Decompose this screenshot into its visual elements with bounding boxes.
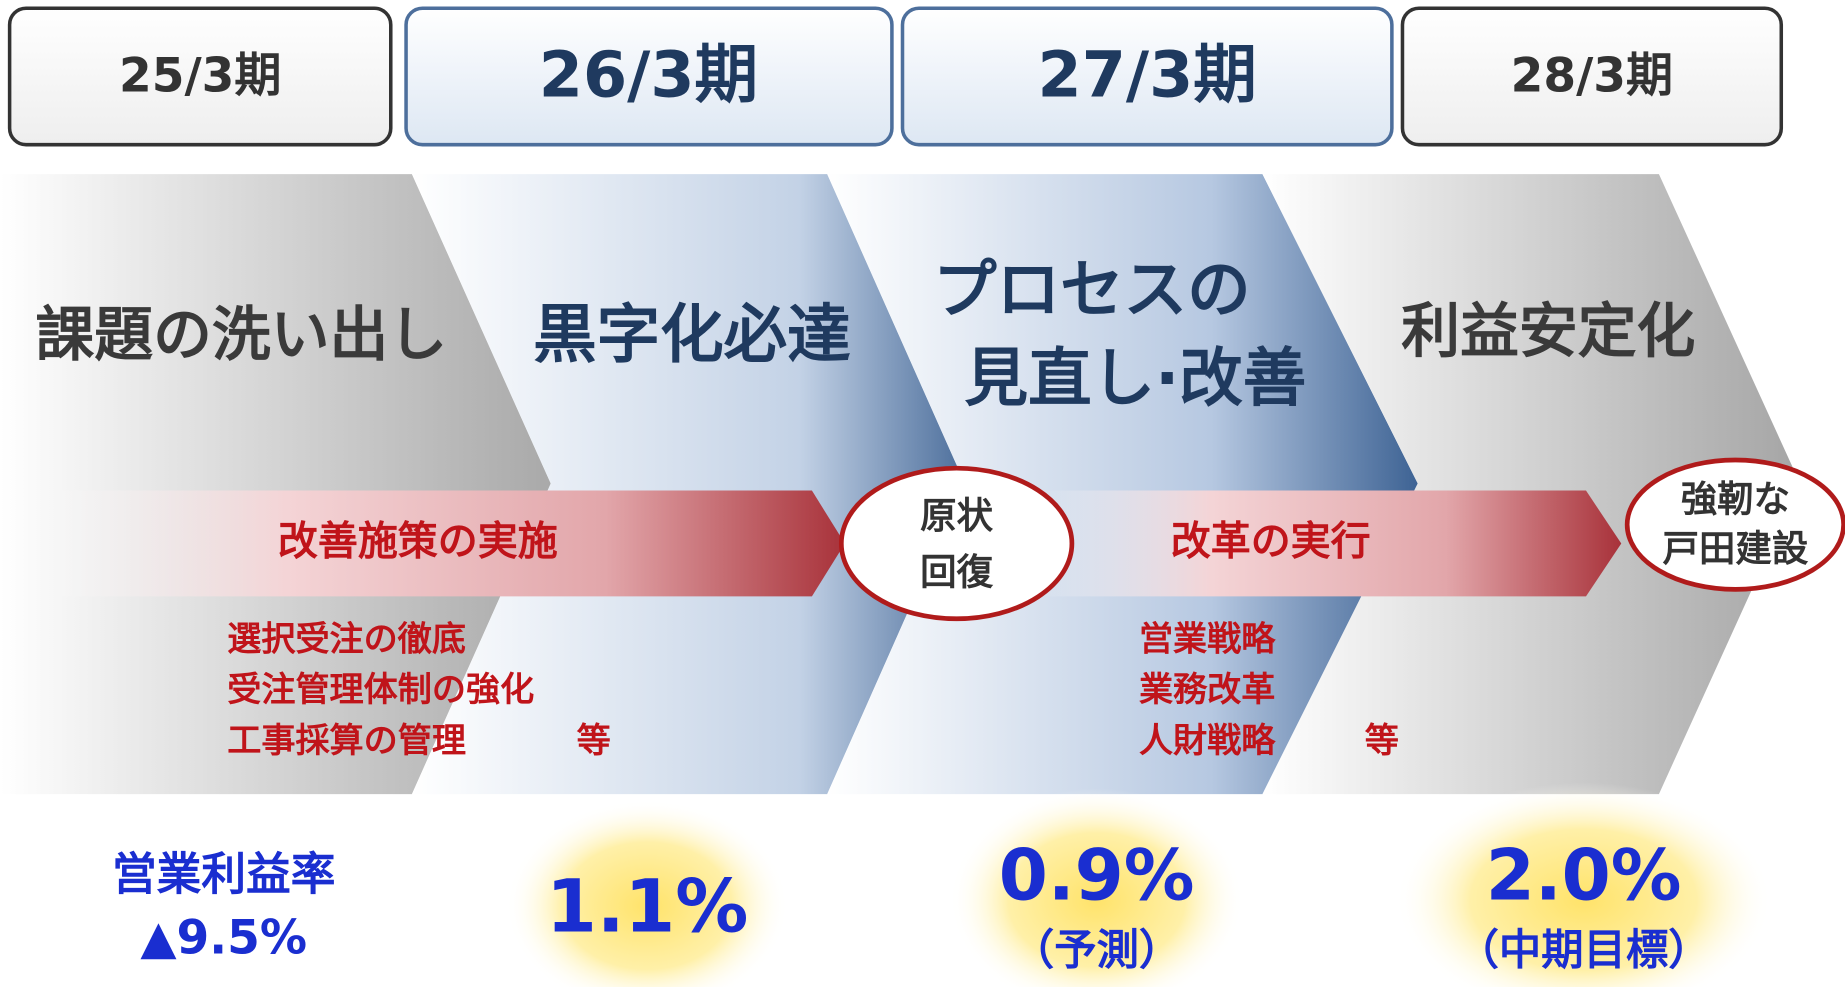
period-box: [404, 6, 894, 147]
result: 0.9%: [999, 833, 1195, 916]
arrow-label: 改革の実行: [1171, 518, 1371, 564]
arrow: [47, 490, 845, 597]
chevron: [827, 174, 1418, 795]
chevron: [1262, 174, 1801, 795]
period-box: [900, 6, 1394, 147]
item: 工事採算の管理: [227, 721, 466, 761]
period-box: [7, 6, 393, 147]
phase-label: 黒字化必達: [533, 297, 851, 371]
period-label: 26/3期: [539, 37, 758, 111]
period-label: 27/3期: [1038, 37, 1257, 111]
item-suffix: 等: [1365, 721, 1399, 761]
chevron: [411, 174, 965, 795]
glow: [506, 799, 789, 987]
milestone: [838, 465, 1075, 622]
item: 業務改革: [1139, 670, 1275, 710]
chevron: [0, 174, 551, 795]
milestone-label: 原状: [920, 494, 993, 537]
milestone-label: 回復: [920, 551, 993, 594]
glow: [949, 788, 1244, 987]
item: 選択受注の徹底: [227, 620, 466, 660]
result: 1.1%: [546, 865, 748, 950]
result: 営業利益率: [112, 849, 335, 901]
result: （中期目標）: [1457, 925, 1711, 974]
phase-label: 見直し·改善: [965, 341, 1307, 415]
arrow: [1035, 490, 1622, 597]
phase-label: 課題の洗い出し: [36, 300, 448, 369]
period-box: [1400, 6, 1784, 147]
period-label: 28/3期: [1511, 48, 1673, 103]
milestone-label: 強靭な: [1681, 478, 1790, 521]
milestone-label: 戸田建設: [1662, 527, 1808, 570]
item: 受注管理体制の強化: [227, 670, 534, 710]
glow: [1395, 782, 1772, 987]
period-label: 25/3期: [119, 48, 281, 103]
phase-label: 利益安定化: [1401, 296, 1695, 365]
phase-label: プロセスの: [933, 253, 1251, 327]
milestone: [1624, 457, 1845, 592]
item-suffix: 等: [577, 721, 611, 761]
arrow-label: 改善施策の実施: [278, 518, 558, 564]
result: ▲9.5%: [140, 911, 307, 966]
item: 人財戦略: [1139, 721, 1276, 761]
item: 営業戦略: [1139, 620, 1276, 660]
result: 2.0%: [1486, 833, 1682, 916]
result: （予測）: [1012, 925, 1181, 974]
